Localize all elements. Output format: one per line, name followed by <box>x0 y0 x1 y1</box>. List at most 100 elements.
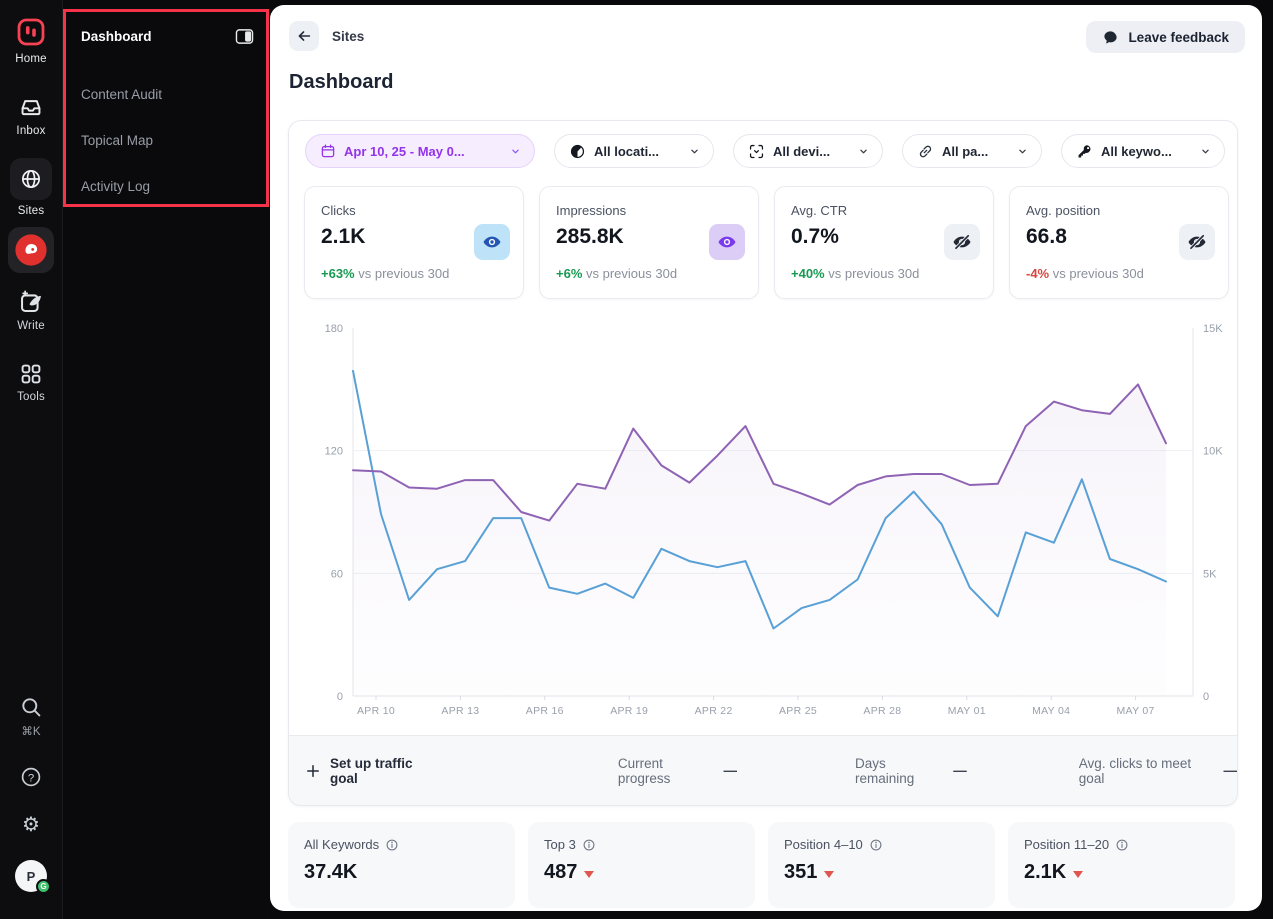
subnav-item-topical-map[interactable]: Topical Map <box>81 126 254 154</box>
sidebar-item-write[interactable]: Write <box>0 288 62 332</box>
collapse-panel-icon[interactable] <box>235 28 254 45</box>
sidebar-item-label: Write <box>17 320 45 332</box>
svg-text:0: 0 <box>337 691 343 703</box>
subnav-item-content-audit[interactable]: Content Audit <box>81 80 254 108</box>
active-item-highlight <box>10 158 52 200</box>
sidebar-item-inbox[interactable]: Inbox <box>0 94 62 137</box>
info-icon[interactable] <box>869 838 883 852</box>
svg-text:APR 19: APR 19 <box>610 705 648 717</box>
device-filter[interactable]: All devi... <box>733 134 883 168</box>
eye-off-icon <box>952 232 972 252</box>
help-button[interactable]: ? <box>0 765 62 789</box>
delta-percent: -4% <box>1026 266 1050 281</box>
breadcrumb: Sites <box>332 29 365 44</box>
stat-delta: +63% vs previous 30d <box>321 266 449 281</box>
goal-days-remaining: Days remaining — <box>855 756 967 786</box>
goal-item-label: Current progress <box>617 755 671 786</box>
chevron-down-icon <box>688 145 701 158</box>
info-icon[interactable] <box>582 838 596 852</box>
main-panel: Sites Leave feedback Dashboard Apr 10, 2… <box>270 5 1262 911</box>
page-filter[interactable]: All pa... <box>902 134 1042 168</box>
svg-text:MAY 07: MAY 07 <box>1117 705 1155 717</box>
svg-text:5K: 5K <box>1203 568 1217 580</box>
site-avatar-highlight <box>8 227 54 273</box>
set-up-traffic-goal-button[interactable]: Set up traffic goal <box>305 756 440 786</box>
date-range-value: Apr 10, 25 - May 0... <box>344 143 465 159</box>
keyword-card-value: 351 <box>784 861 818 883</box>
delta-suffix: vs previous 30d <box>828 266 920 281</box>
app-logo-icon <box>15 16 47 48</box>
traffic-overview-card: Apr 10, 25 - May 0... All locati... All … <box>288 120 1238 806</box>
sidebar-item-sites[interactable]: Sites <box>0 158 62 217</box>
stat-label: Clicks <box>321 203 356 218</box>
gear-icon: ⚙ <box>22 814 40 836</box>
stat-label: Impressions <box>556 203 627 218</box>
svg-text:180: 180 <box>325 323 343 335</box>
subnav-item-label: Topical Map <box>81 132 154 148</box>
keyword-filter-value: All keywo... <box>1101 143 1172 159</box>
leave-feedback-button[interactable]: Leave feedback <box>1086 21 1245 53</box>
back-button[interactable] <box>289 21 319 51</box>
delta-percent: +40% <box>791 266 825 281</box>
keyword-summary-row: All Keywords 37.4K Top 3 487 Position 4–… <box>288 822 1238 908</box>
svg-text:?: ? <box>28 772 34 784</box>
subnav-item-label: Dashboard <box>81 28 152 44</box>
tools-grid-icon <box>19 362 43 386</box>
keyword-filter[interactable]: All keywo... <box>1061 134 1225 168</box>
stat-delta: -4% vs previous 30d <box>1026 266 1144 281</box>
site-favicon-icon <box>14 233 48 267</box>
subnav-item-activity-log[interactable]: Activity Log <box>81 172 254 200</box>
svg-text:APR 22: APR 22 <box>695 705 733 717</box>
delta-percent: +6% <box>556 266 583 281</box>
info-icon[interactable] <box>1115 838 1129 852</box>
sites-subnav: Dashboard Content Audit Topical Map Acti… <box>62 0 270 919</box>
visibility-toggle[interactable] <box>474 224 510 260</box>
sidebar-item-home[interactable]: Home <box>0 16 62 65</box>
delta-suffix: vs previous 30d <box>358 266 450 281</box>
page-filter-value: All pa... <box>942 143 989 159</box>
sidebar-item-label: Home <box>15 53 47 65</box>
eye-icon <box>482 232 502 252</box>
chat-bubble-icon <box>1102 29 1119 46</box>
device-scan-icon <box>748 143 765 160</box>
keyword-card-value: 487 <box>544 861 578 883</box>
svg-text:APR 10: APR 10 <box>357 705 395 717</box>
search-shortcut: ⌘K <box>21 726 41 738</box>
stat-card-avg-position: Avg. position 66.8 -4% vs previous 30d <box>1009 186 1229 299</box>
plus-icon <box>305 763 321 779</box>
visibility-toggle[interactable] <box>709 224 745 260</box>
keyword-card-all: All Keywords 37.4K <box>288 822 515 908</box>
chevron-down-icon <box>857 145 870 158</box>
user-avatar[interactable]: P G <box>0 860 62 894</box>
svg-text:15K: 15K <box>1203 323 1223 335</box>
search-button[interactable]: ⌘K <box>0 695 62 738</box>
visibility-toggle[interactable] <box>1179 224 1215 260</box>
sidebar-item-tools[interactable]: Tools <box>0 362 62 403</box>
stat-value: 0.7% <box>791 225 839 248</box>
visibility-toggle[interactable] <box>944 224 980 260</box>
goal-avg-clicks: Avg. clicks to meet goal — <box>1079 756 1237 786</box>
goal-item-value: — <box>1223 763 1237 778</box>
subnav-item-dashboard[interactable]: Dashboard <box>81 22 254 50</box>
sidebar-item-label: Inbox <box>16 125 46 137</box>
info-icon[interactable] <box>385 838 399 852</box>
location-filter-value: All locati... <box>594 143 660 159</box>
keyword-card-label: Position 11–20 <box>1024 837 1110 852</box>
location-globe-icon <box>569 143 586 160</box>
leave-feedback-label: Leave feedback <box>1128 29 1229 45</box>
trend-down-icon <box>584 870 595 878</box>
filter-bar: Apr 10, 25 - May 0... All locati... All … <box>305 134 1225 168</box>
svg-text:10K: 10K <box>1203 446 1223 458</box>
settings-button[interactable]: ⚙ <box>0 815 62 835</box>
goal-item-label: Days remaining <box>854 755 915 786</box>
svg-text:MAY 01: MAY 01 <box>948 705 986 717</box>
date-range-picker[interactable]: Apr 10, 25 - May 0... <box>305 134 535 168</box>
device-filter-value: All devi... <box>773 143 831 159</box>
stat-delta: +40% vs previous 30d <box>791 266 919 281</box>
delta-suffix: vs previous 30d <box>1052 266 1144 281</box>
subnav-item-label: Activity Log <box>81 178 151 194</box>
trend-down-icon <box>1073 870 1084 878</box>
current-site-avatar[interactable] <box>0 227 62 273</box>
location-filter[interactable]: All locati... <box>554 134 714 168</box>
stat-card-clicks: Clicks 2.1K +63% vs previous 30d <box>304 186 524 299</box>
